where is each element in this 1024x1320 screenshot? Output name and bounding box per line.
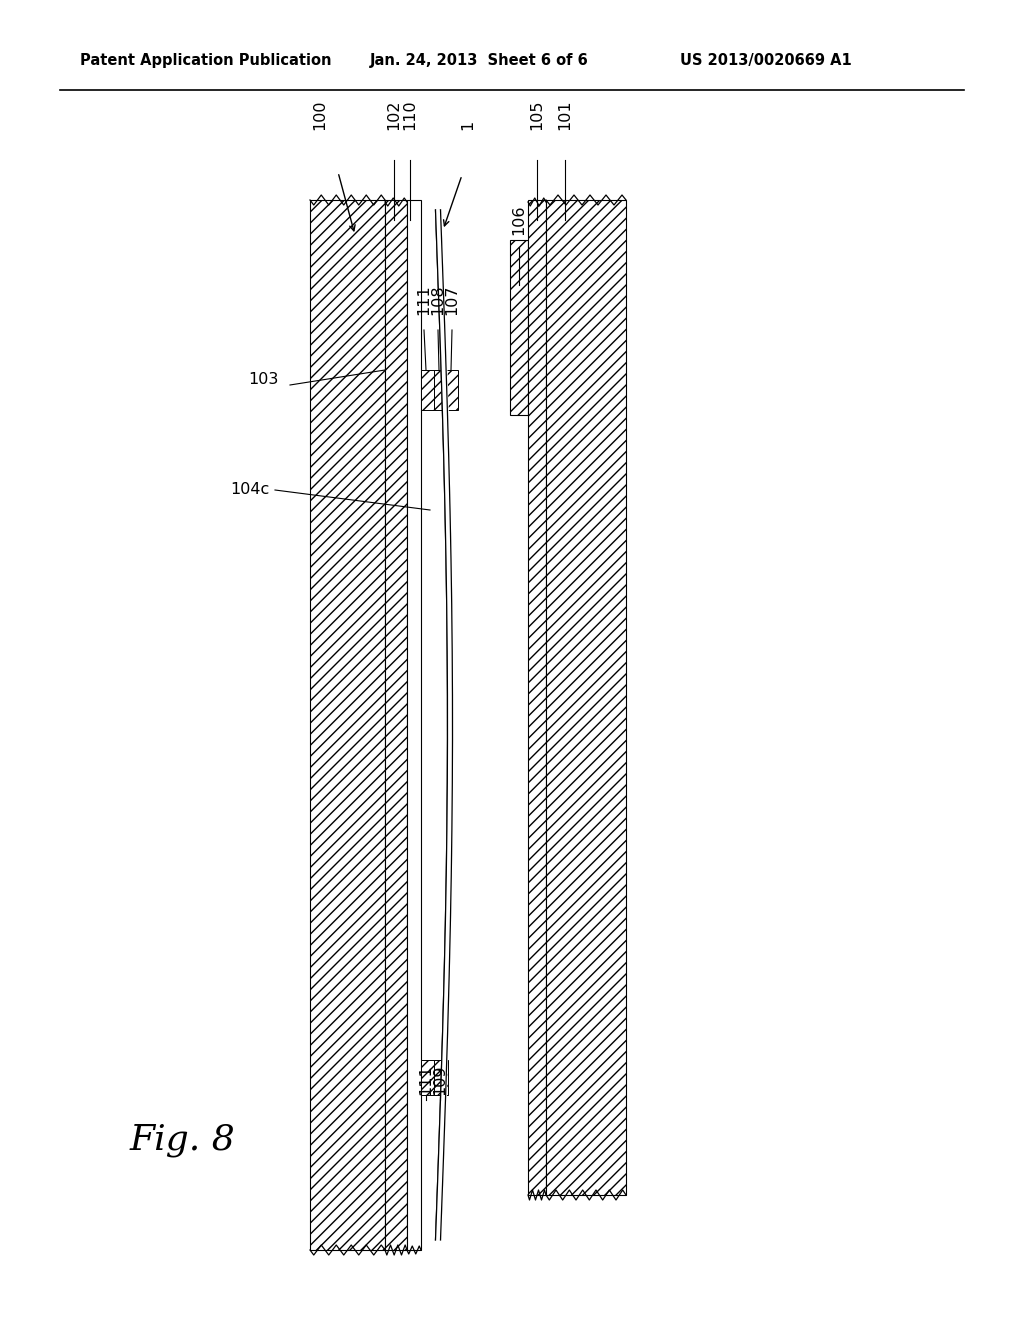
Text: 1: 1 <box>461 120 475 129</box>
Text: 100: 100 <box>312 99 328 129</box>
Text: 111: 111 <box>417 284 431 315</box>
Bar <box>421 1060 434 1096</box>
Text: 106: 106 <box>512 205 526 235</box>
Bar <box>407 201 421 1250</box>
Text: Fig. 8: Fig. 8 <box>130 1123 236 1158</box>
Text: 107: 107 <box>444 285 460 315</box>
Text: 101: 101 <box>557 99 572 129</box>
Text: 105: 105 <box>529 99 545 129</box>
Text: 102: 102 <box>386 99 401 129</box>
Bar <box>510 240 528 414</box>
Text: 111: 111 <box>419 1064 433 1096</box>
Bar <box>310 201 385 1250</box>
Text: 109: 109 <box>432 1064 447 1096</box>
Bar <box>528 201 546 1195</box>
Bar <box>385 201 407 1250</box>
Text: Patent Application Publication: Patent Application Publication <box>80 53 332 67</box>
Text: 110: 110 <box>402 99 418 129</box>
Bar <box>445 370 458 411</box>
Text: 103: 103 <box>248 372 279 388</box>
Bar <box>421 370 434 411</box>
Text: Jan. 24, 2013  Sheet 6 of 6: Jan. 24, 2013 Sheet 6 of 6 <box>370 53 589 67</box>
Bar <box>434 1060 449 1096</box>
Bar <box>546 201 626 1195</box>
Text: 104c: 104c <box>230 483 269 498</box>
Bar <box>434 370 445 411</box>
Text: US 2013/0020669 A1: US 2013/0020669 A1 <box>680 53 852 67</box>
Text: 108: 108 <box>430 284 445 315</box>
